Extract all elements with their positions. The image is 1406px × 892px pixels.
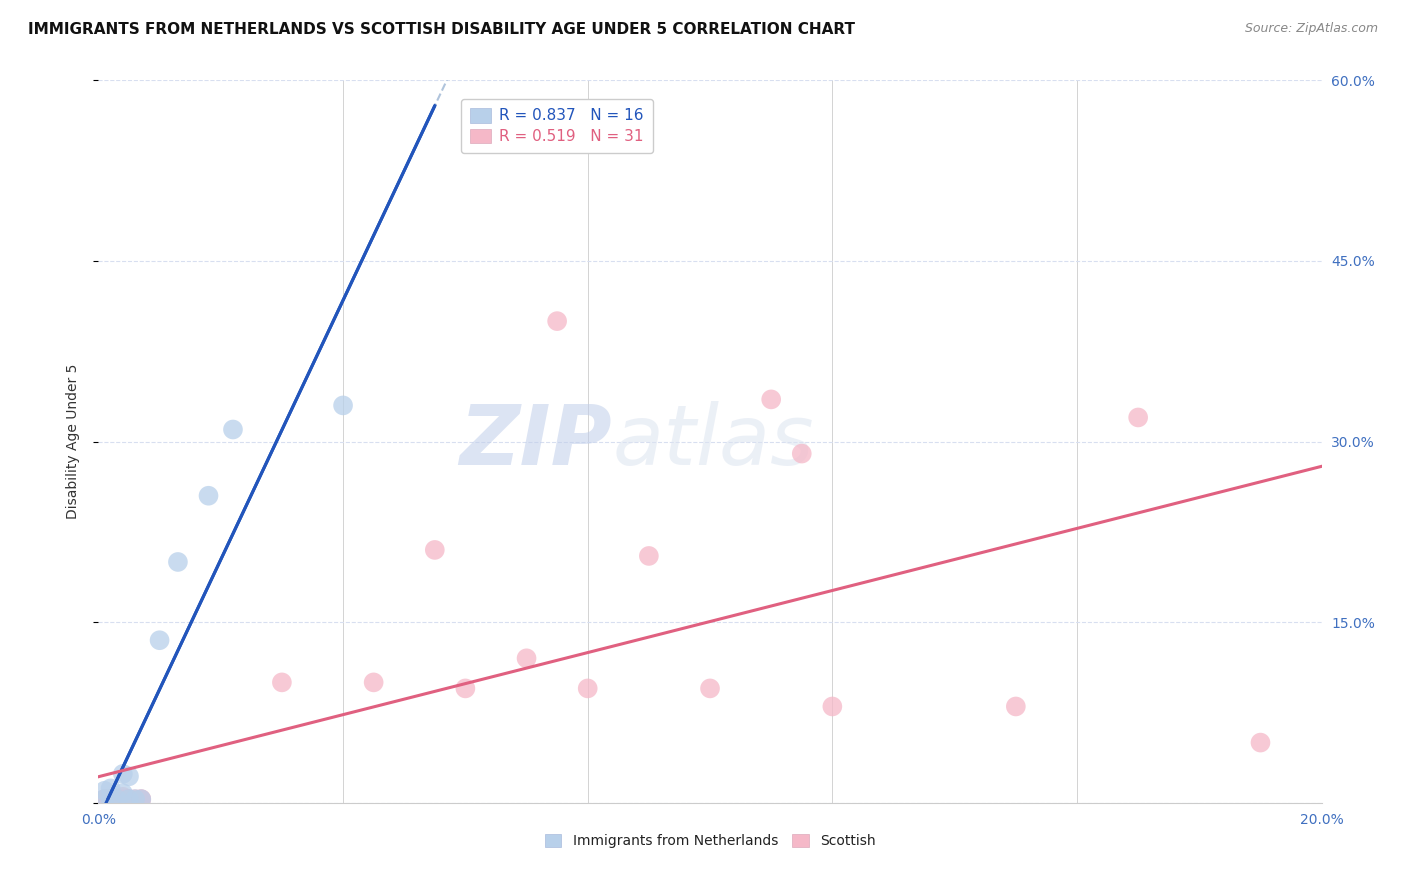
Point [93,792,115,806]
Point [516,651,538,665]
Point [699,681,721,696]
Point [129,792,152,806]
Point [105,792,128,806]
Point [111,792,134,806]
Point [423,542,446,557]
Point [93,784,115,798]
Point [124,792,146,806]
Point [124,792,146,806]
Point [363,675,385,690]
Point [222,422,245,436]
Point [1004,699,1026,714]
Point [100,792,122,806]
Point [118,769,141,783]
Point [111,786,134,800]
Point [100,792,122,806]
Point [100,792,122,806]
Point [118,792,141,806]
Legend: Immigrants from Netherlands, Scottish: Immigrants from Netherlands, Scottish [540,829,880,854]
Point [129,792,152,806]
Point [149,633,172,648]
Point [100,792,122,806]
Point [270,675,292,690]
Text: Source: ZipAtlas.com: Source: ZipAtlas.com [1244,22,1378,36]
Point [111,789,134,804]
Point [129,792,152,806]
Point [821,699,844,714]
Point [637,549,661,563]
Point [93,792,115,806]
Point [197,489,219,503]
Text: atlas: atlas [612,401,814,482]
Y-axis label: Disability Age Under 5: Disability Age Under 5 [66,364,80,519]
Point [332,398,354,412]
Point [105,792,128,806]
Text: ZIP: ZIP [460,401,612,482]
Text: IMMIGRANTS FROM NETHERLANDS VS SCOTTISH DISABILITY AGE UNDER 5 CORRELATION CHART: IMMIGRANTS FROM NETHERLANDS VS SCOTTISH … [28,22,855,37]
Point [105,792,128,806]
Point [790,446,813,460]
Point [105,792,128,806]
Point [118,792,141,806]
Point [1128,410,1150,425]
Point [118,792,141,806]
Point [93,792,115,806]
Point [546,314,568,328]
Point [1249,735,1271,749]
Point [93,792,115,806]
Point [454,681,477,696]
Point [111,767,134,781]
Point [759,392,782,407]
Point [167,555,190,569]
Point [576,681,599,696]
Point [100,781,122,796]
